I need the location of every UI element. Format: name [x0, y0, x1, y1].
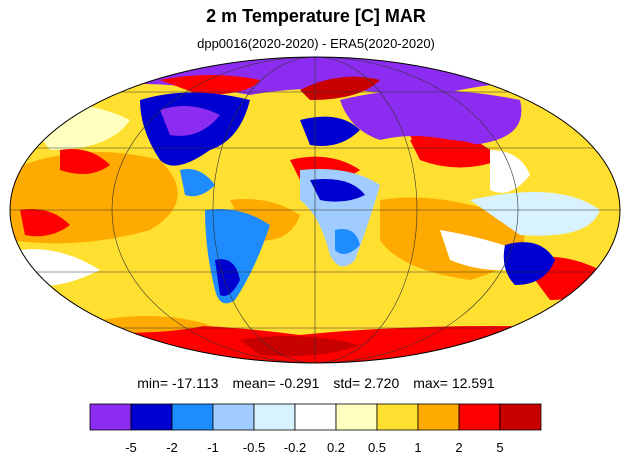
- colorbar-tick-label: 0.5: [368, 440, 386, 455]
- colorbar-tick-label: -0.2: [284, 440, 306, 455]
- title: 2 m Temperature [C] MAR: [206, 6, 426, 26]
- colorbar: -5 -2 -1 -0.5 -0.2 0.2 0.5 1 2 5: [89, 403, 542, 455]
- color-swatch: [171, 403, 214, 431]
- color-swatch: [89, 403, 132, 431]
- colorbar-tick-label: 1: [414, 440, 421, 455]
- colorbar-tick-label: -2: [166, 440, 178, 455]
- stat-value: 12.591: [452, 375, 495, 391]
- color-swatch: [335, 403, 378, 431]
- color-swatch: [458, 403, 501, 431]
- stat-value: -0.291: [280, 375, 320, 391]
- color-swatch: [417, 403, 460, 431]
- color-swatch: [253, 403, 296, 431]
- colorbar-tick-label: 2: [455, 440, 462, 455]
- colorbar-tick-label: -5: [125, 440, 137, 455]
- color-swatch: [376, 403, 419, 431]
- stat-label: max=: [413, 375, 448, 391]
- stat-value: -17.113: [172, 375, 219, 391]
- map: [10, 57, 620, 363]
- colorbar-tick-label: -0.5: [243, 440, 265, 455]
- stat-label: min=: [137, 375, 168, 391]
- subtitle: dpp0016(2020-2020) - ERA5(2020-2020): [197, 36, 435, 51]
- stat-value: 2.720: [364, 375, 399, 391]
- color-swatch: [294, 403, 337, 431]
- stat-label: mean=: [232, 375, 275, 391]
- stat-label: std=: [333, 375, 360, 391]
- color-swatch: [212, 403, 255, 431]
- color-swatch: [130, 403, 173, 431]
- color-swatch: [499, 403, 542, 431]
- colorbar-tick-label: -1: [207, 440, 219, 455]
- colorbar-tick-label: 0.2: [327, 440, 345, 455]
- statistics: min= -17.113 mean= -0.291 std= 2.720 max= 12.59…: [137, 375, 495, 391]
- map-border: [9, 56, 621, 364]
- colorbar-tick-label: 5: [496, 440, 503, 455]
